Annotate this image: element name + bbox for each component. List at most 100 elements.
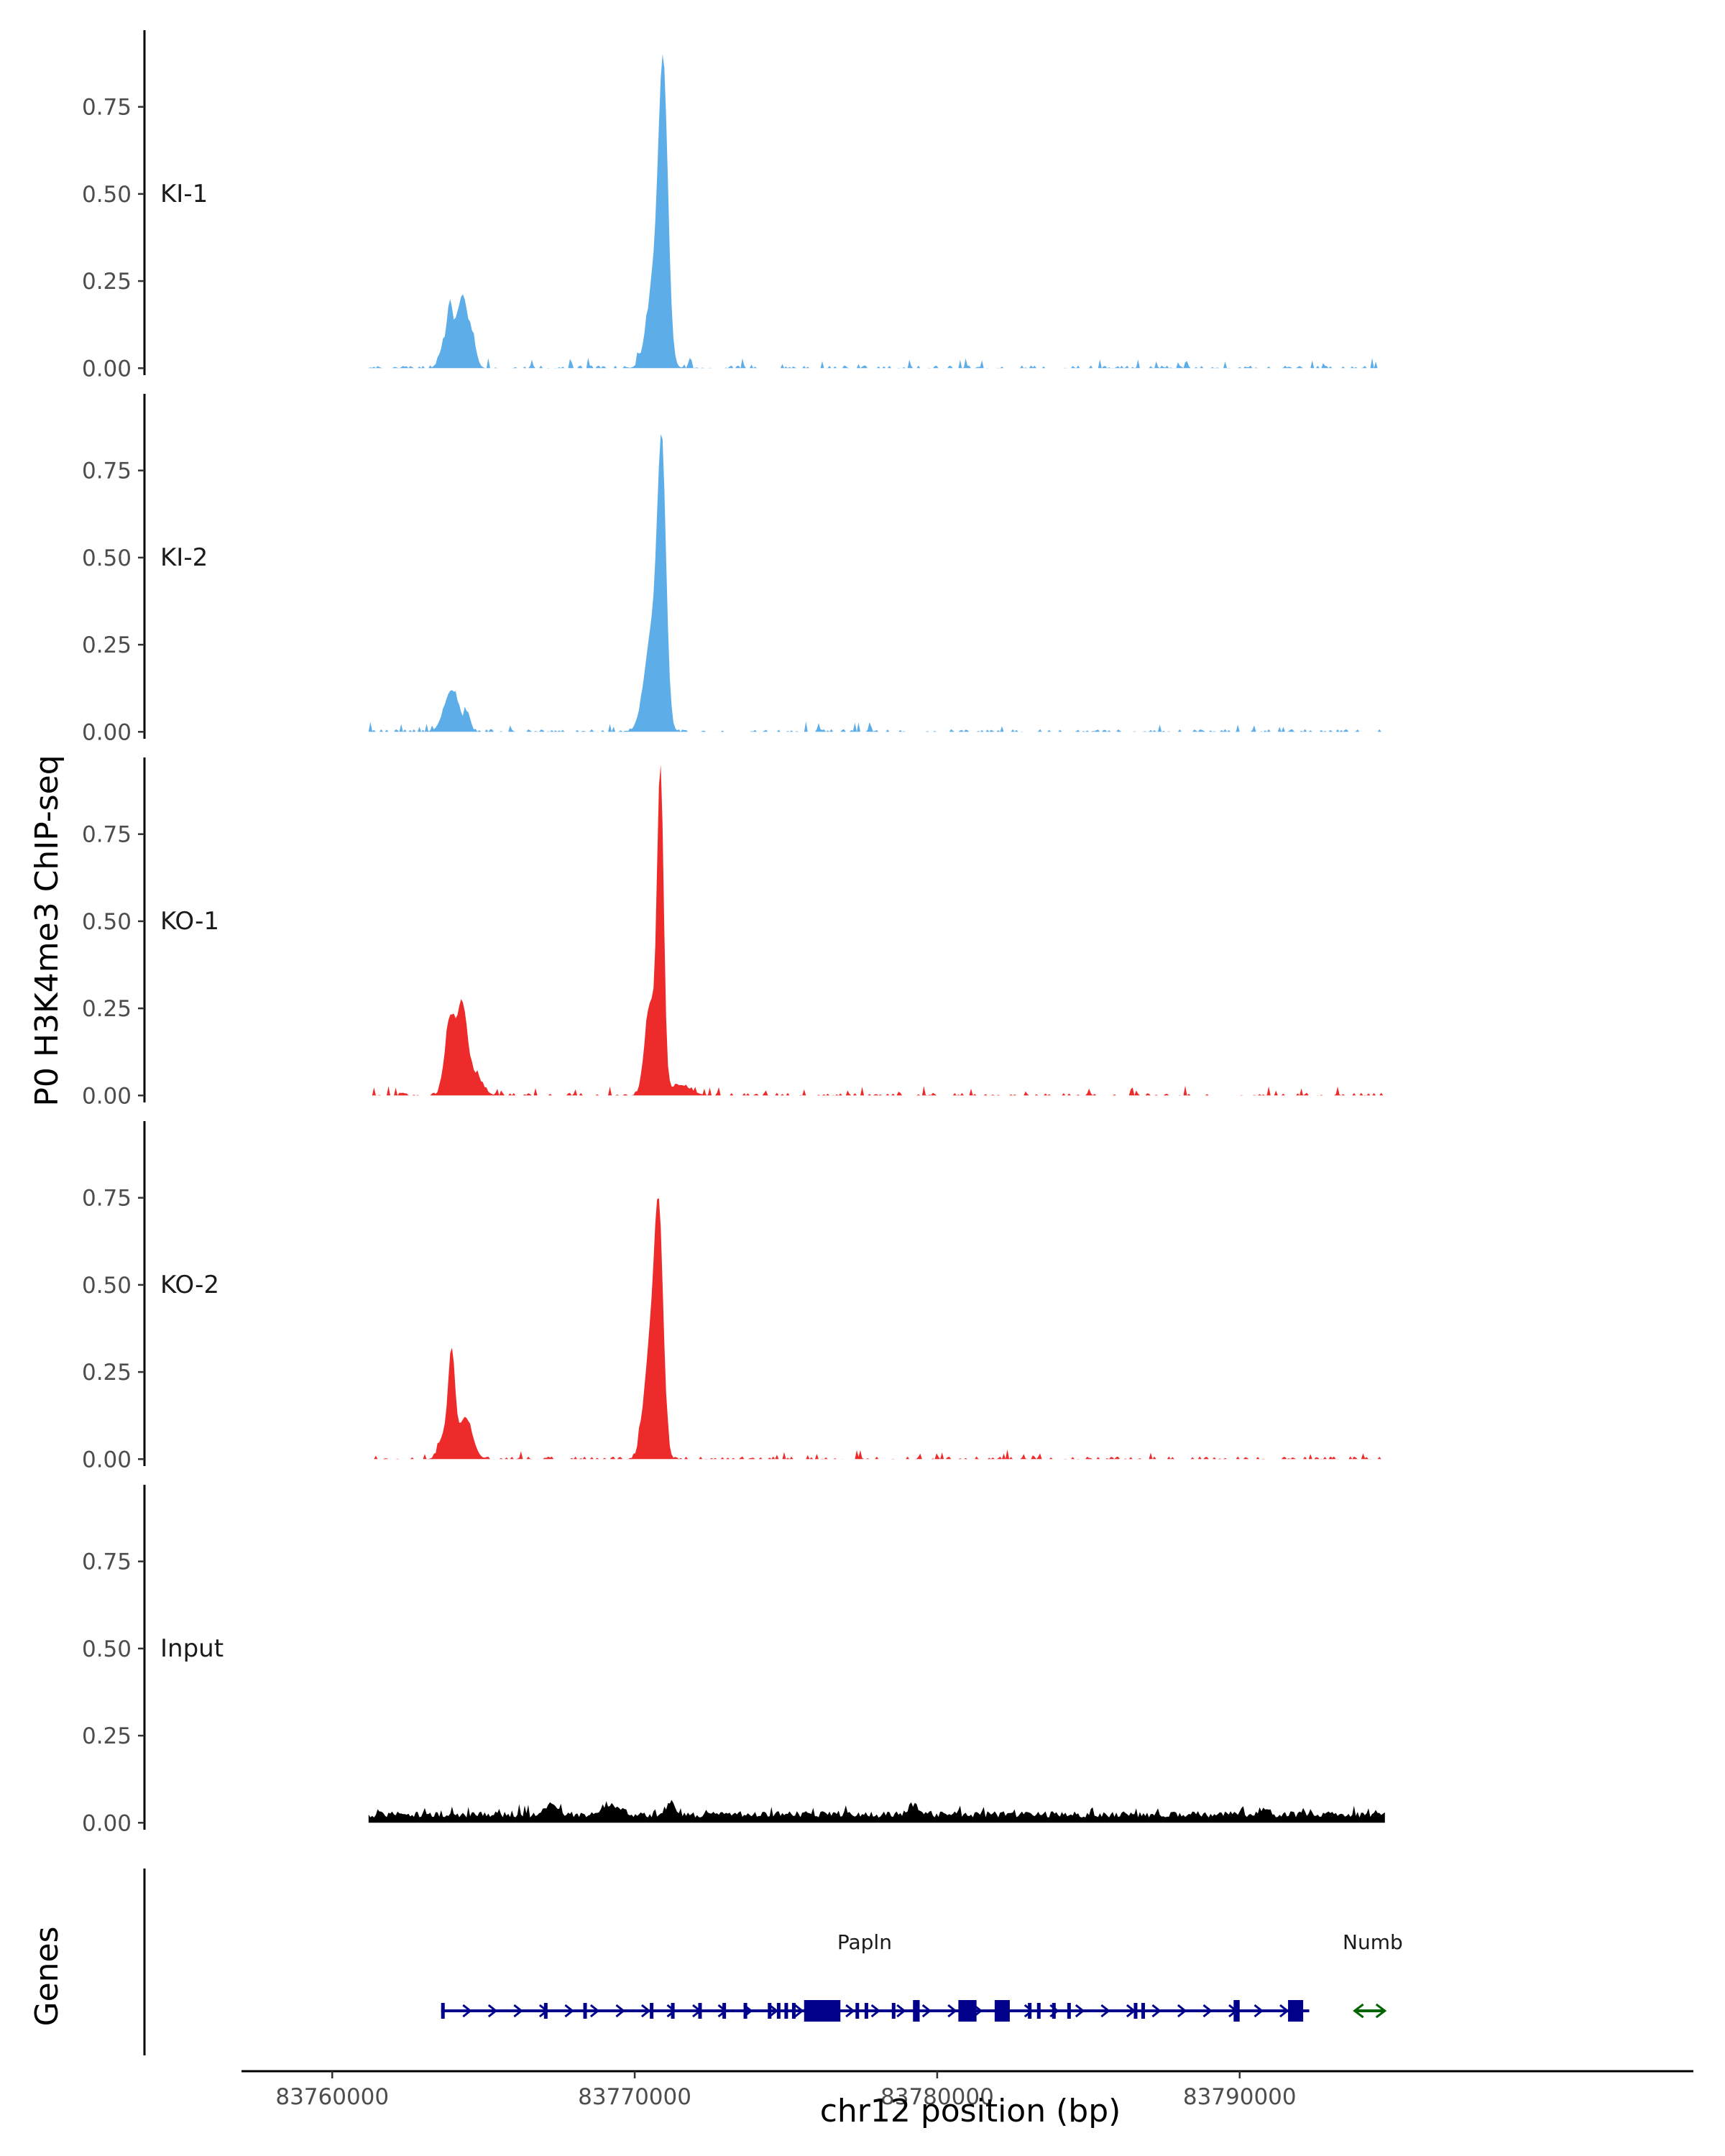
y-tick-label: 0.75 — [82, 1186, 132, 1212]
exon — [441, 2003, 445, 2019]
exon — [1288, 2000, 1304, 2022]
signal-area-ki-2 — [368, 434, 1385, 732]
track-ko-2: 0.00 0.25 0.50 0.75 KO-2 — [82, 1121, 1385, 1473]
y-tick-label: 0.00 — [82, 1447, 132, 1473]
tracks-layer: 0.00 0.25 0.50 0.75 KI-1 0.00 0.25 0.50 0.75 KI-2… — [82, 30, 1385, 1836]
strand-arrow-tail — [1375, 2003, 1387, 2019]
exon — [891, 2003, 896, 2019]
y-tick-label: 0.50 — [82, 1273, 132, 1299]
exon — [1233, 2000, 1240, 2022]
track-ki-1: 0.00 0.25 0.50 0.75 KI-1 — [82, 30, 1385, 382]
exon — [543, 2003, 548, 2019]
exon — [722, 2003, 727, 2019]
track-input: 0.00 0.25 0.50 0.75 Input — [82, 1485, 1385, 1836]
strand-chevron — [1177, 2004, 1187, 2018]
signal-area-ki-1 — [368, 54, 1385, 369]
strand-chevron — [615, 2004, 625, 2018]
exon — [784, 2003, 788, 2019]
y-tick-label: 0.25 — [82, 996, 132, 1022]
signal-area-ko-1 — [368, 765, 1385, 1096]
exon — [1141, 2003, 1145, 2019]
exon — [671, 2003, 675, 2019]
strand-chevron — [845, 2004, 855, 2018]
exon — [913, 2000, 920, 2022]
y-axis-title: P0 H3K4me3 ChIP-seq — [29, 755, 65, 1106]
exon — [791, 2003, 796, 2019]
exon — [1028, 2003, 1032, 2019]
strand-chevron — [462, 2004, 472, 2018]
strand-chevron — [1254, 2004, 1264, 2018]
strand-chevron — [870, 2004, 881, 2018]
strand-chevron — [768, 2004, 778, 2018]
exon — [1067, 2003, 1071, 2019]
strand-chevron — [487, 2004, 498, 2018]
y-tick-label: 0.50 — [82, 545, 132, 571]
exon — [855, 2003, 860, 2019]
strand-chevron — [1075, 2004, 1085, 2018]
y-tick-label: 0.00 — [82, 356, 132, 382]
signal-area-input — [368, 1800, 1385, 1823]
exon — [804, 2000, 841, 2022]
y-tick-label: 0.00 — [82, 1083, 132, 1109]
sample-label-input: Input — [160, 1634, 224, 1663]
strand-chevron — [640, 2004, 651, 2018]
y-tick-label: 0.75 — [82, 95, 132, 121]
y-tick-label: 0.00 — [82, 719, 132, 745]
y-tick-label: 0.25 — [82, 1360, 132, 1386]
exon — [1052, 2003, 1056, 2019]
y-tick-label: 0.75 — [82, 822, 132, 848]
track-ki-2: 0.00 0.25 0.50 0.75 KI-2 — [82, 394, 1385, 745]
strand-chevron — [896, 2004, 906, 2018]
x-tick-label: 83780000 — [880, 2084, 994, 2110]
sample-label-ko-1: KO-1 — [160, 907, 219, 936]
strand-chevron — [564, 2004, 574, 2018]
strand-chevron — [1151, 2004, 1162, 2018]
gene-label-papln: Papln — [837, 1930, 892, 1954]
y-tick-label: 0.50 — [82, 909, 132, 935]
y-tick-label: 0.50 — [82, 1636, 132, 1662]
y-tick-label: 0.50 — [82, 182, 132, 208]
y-tick-label: 0.75 — [82, 459, 132, 484]
exon — [1036, 2003, 1041, 2019]
strand-chevron — [513, 2004, 523, 2018]
y-tick-label: 0.00 — [82, 1810, 132, 1836]
exon — [698, 2003, 702, 2019]
strand-chevron — [1024, 2004, 1034, 2018]
x-axis-title: chr12 position (bp) — [820, 2093, 1121, 2129]
y-tick-label: 0.75 — [82, 1549, 132, 1575]
y-tick-label: 0.25 — [82, 1723, 132, 1749]
strand-chevron — [921, 2004, 932, 2018]
exon — [743, 2003, 748, 2019]
y-tick-label: 0.25 — [82, 269, 132, 295]
x-tick-label: 83760000 — [275, 2084, 389, 2110]
sample-label-ko-2: KO-2 — [160, 1271, 219, 1299]
exon — [1133, 2003, 1138, 2019]
exon — [864, 2003, 868, 2019]
x-axis: 83760000 83770000 83780000 83790000 — [242, 2070, 1693, 2110]
sample-label-ki-1: KI-1 — [160, 180, 208, 208]
exon — [650, 2003, 654, 2019]
exon — [994, 2000, 1010, 2022]
x-tick-label: 83770000 — [578, 2084, 691, 2110]
exon — [768, 2003, 772, 2019]
gene-numb: Numb — [1343, 1930, 1403, 2019]
strand-chevron — [794, 2004, 804, 2018]
genes-panel: Papln Numb — [143, 1869, 1403, 2055]
strand-chevron — [589, 2004, 600, 2018]
signal-area-ko-2 — [368, 1198, 1385, 1460]
strand-chevron — [1100, 2004, 1110, 2018]
strand-chevron — [1202, 2004, 1213, 2018]
x-tick-label: 83790000 — [1183, 2084, 1297, 2110]
strand-arrow-head — [1353, 2003, 1364, 2019]
gene-label-numb: Numb — [1343, 1930, 1403, 1954]
strand-chevron — [1279, 2004, 1289, 2018]
genes-axis-title: Genes — [29, 1926, 65, 2026]
sample-label-ki-2: KI-2 — [160, 543, 208, 572]
exon — [958, 2000, 977, 2022]
gene-papln: Papln — [441, 1930, 1310, 2022]
exon — [583, 2003, 587, 2019]
track-ko-1: 0.00 0.25 0.50 0.75 KO-1 — [82, 757, 1385, 1109]
strand-chevron — [947, 2004, 957, 2018]
exon — [776, 2003, 781, 2019]
